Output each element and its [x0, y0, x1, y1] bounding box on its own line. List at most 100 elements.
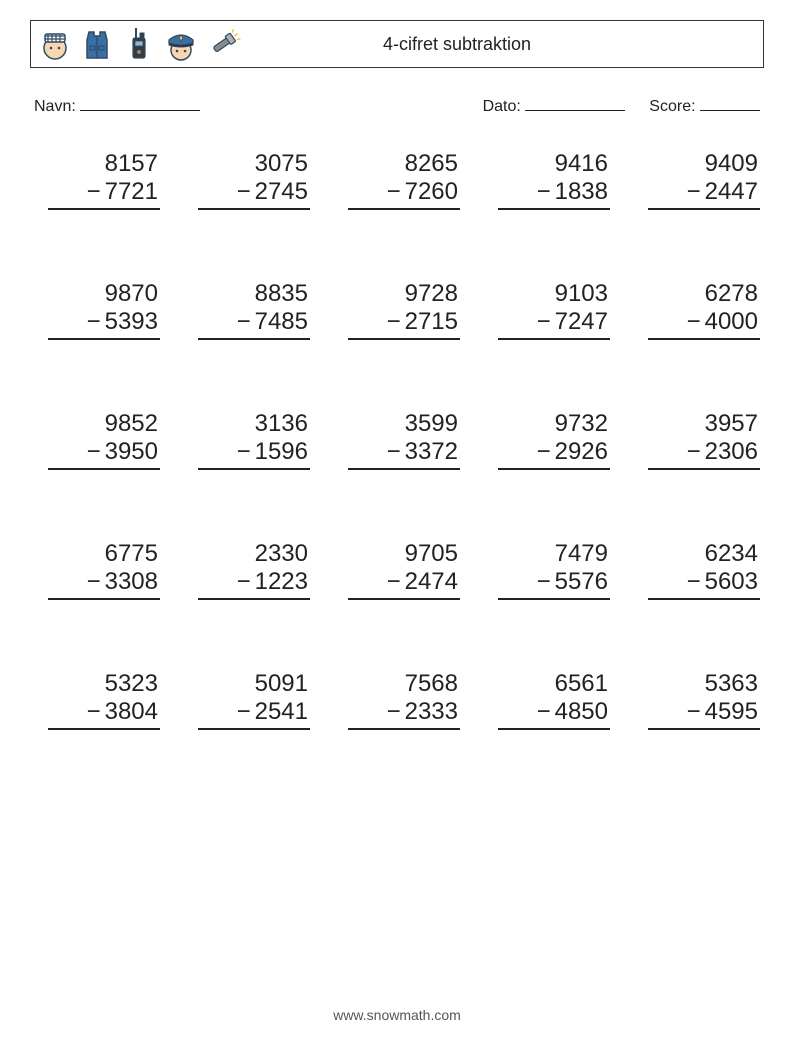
minuend: 5091: [255, 670, 310, 698]
minus-sign: −: [687, 438, 705, 466]
subtrahend: 4595: [705, 698, 758, 725]
date-field: Dato:: [483, 94, 626, 116]
subtrahend-row: −4850: [498, 698, 610, 730]
subtraction-problem: 3599−3372: [350, 410, 460, 470]
subtrahend: 5603: [705, 568, 758, 595]
problems-grid: 8157−77213075−27458265−72609416−18389409…: [30, 150, 764, 730]
subtraction-problem: 5323−3804: [50, 670, 160, 730]
minuend: 7568: [405, 670, 460, 698]
subtrahend-row: −3804: [48, 698, 160, 730]
subtrahend: 2715: [405, 308, 458, 335]
subtrahend-row: −4595: [648, 698, 760, 730]
subtrahend: 2474: [405, 568, 458, 595]
subtrahend: 2541: [255, 698, 308, 725]
subtrahend-row: −5393: [48, 308, 160, 340]
subtrahend: 2926: [555, 438, 608, 465]
meta-right: Dato: Score:: [483, 94, 760, 116]
subtraction-problem: 9416−1838: [500, 150, 610, 210]
subtrahend-row: −3950: [48, 438, 160, 470]
minuend: 3136: [255, 410, 310, 438]
minuend: 9103: [555, 280, 610, 308]
name-field: Navn:: [34, 94, 200, 116]
subtrahend: 4000: [705, 308, 758, 335]
subtrahend: 3308: [105, 568, 158, 595]
date-label: Dato:: [483, 98, 521, 115]
subtraction-problem: 8835−7485: [200, 280, 310, 340]
score-blank: [700, 94, 760, 111]
subtrahend: 5393: [105, 308, 158, 335]
subtraction-problem: 9705−2474: [350, 540, 460, 600]
subtraction-problem: 9103−7247: [500, 280, 610, 340]
minus-sign: −: [387, 568, 405, 596]
subtrahend: 7260: [405, 178, 458, 205]
subtrahend: 1223: [255, 568, 308, 595]
subtrahend-row: −5603: [648, 568, 760, 600]
minus-sign: −: [237, 178, 255, 206]
minus-sign: −: [537, 698, 555, 726]
subtrahend: 3804: [105, 698, 158, 725]
subtraction-problem: 9732−2926: [500, 410, 610, 470]
subtraction-problem: 6278−4000: [650, 280, 760, 340]
subtrahend: 2745: [255, 178, 308, 205]
minus-sign: −: [237, 568, 255, 596]
minus-sign: −: [537, 438, 555, 466]
subtrahend-row: −2715: [348, 308, 460, 340]
minus-sign: −: [687, 308, 705, 336]
subtrahend: 7247: [555, 308, 608, 335]
subtrahend: 4850: [555, 698, 608, 725]
subtrahend-row: −2541: [198, 698, 310, 730]
subtrahend: 5576: [555, 568, 608, 595]
vest-icon: [79, 26, 115, 62]
minus-sign: −: [387, 178, 405, 206]
minuend: 6278: [705, 280, 760, 308]
minus-sign: −: [87, 438, 105, 466]
subtraction-problem: 3075−2745: [200, 150, 310, 210]
score-field: Score:: [649, 94, 760, 116]
subtrahend-row: −2474: [348, 568, 460, 600]
minus-sign: −: [237, 308, 255, 336]
subtraction-problem: 9852−3950: [50, 410, 160, 470]
minus-sign: −: [87, 698, 105, 726]
minuend: 8265: [405, 150, 460, 178]
minus-sign: −: [687, 698, 705, 726]
subtraction-problem: 6561−4850: [500, 670, 610, 730]
subtrahend: 2333: [405, 698, 458, 725]
subtraction-problem: 9409−2447: [650, 150, 760, 210]
minuend: 9870: [105, 280, 160, 308]
minus-sign: −: [387, 698, 405, 726]
minuend: 5323: [105, 670, 160, 698]
minuend: 8835: [255, 280, 310, 308]
subtrahend: 1596: [255, 438, 308, 465]
minus-sign: −: [87, 308, 105, 336]
name-label: Navn:: [34, 98, 76, 115]
subtraction-problem: 8157−7721: [50, 150, 160, 210]
minus-sign: −: [87, 568, 105, 596]
minuend: 9409: [705, 150, 760, 178]
minus-sign: −: [687, 178, 705, 206]
subtrahend-row: −7485: [198, 308, 310, 340]
subtrahend-row: −2745: [198, 178, 310, 210]
minuend: 9705: [405, 540, 460, 568]
subtrahend-row: −3372: [348, 438, 460, 470]
header-icons: [37, 26, 241, 62]
subtraction-problem: 7479−5576: [500, 540, 610, 600]
date-blank: [525, 94, 625, 111]
subtrahend-row: −2333: [348, 698, 460, 730]
minus-sign: −: [537, 308, 555, 336]
flashlight-icon: [205, 26, 241, 62]
minus-sign: −: [387, 308, 405, 336]
subtrahend-row: −3308: [48, 568, 160, 600]
minuend: 5363: [705, 670, 760, 698]
subtrahend: 7485: [255, 308, 308, 335]
subtrahend: 7721: [105, 178, 158, 205]
subtrahend-row: −7721: [48, 178, 160, 210]
subtraction-problem: 8265−7260: [350, 150, 460, 210]
worksheet-title: 4-cifret subtraktion: [241, 34, 753, 55]
name-blank: [80, 94, 200, 111]
subtrahend-row: −7247: [498, 308, 610, 340]
minuend: 3599: [405, 410, 460, 438]
minuend: 6561: [555, 670, 610, 698]
subtrahend-row: −2306: [648, 438, 760, 470]
subtrahend: 1838: [555, 178, 608, 205]
subtraction-problem: 5091−2541: [200, 670, 310, 730]
